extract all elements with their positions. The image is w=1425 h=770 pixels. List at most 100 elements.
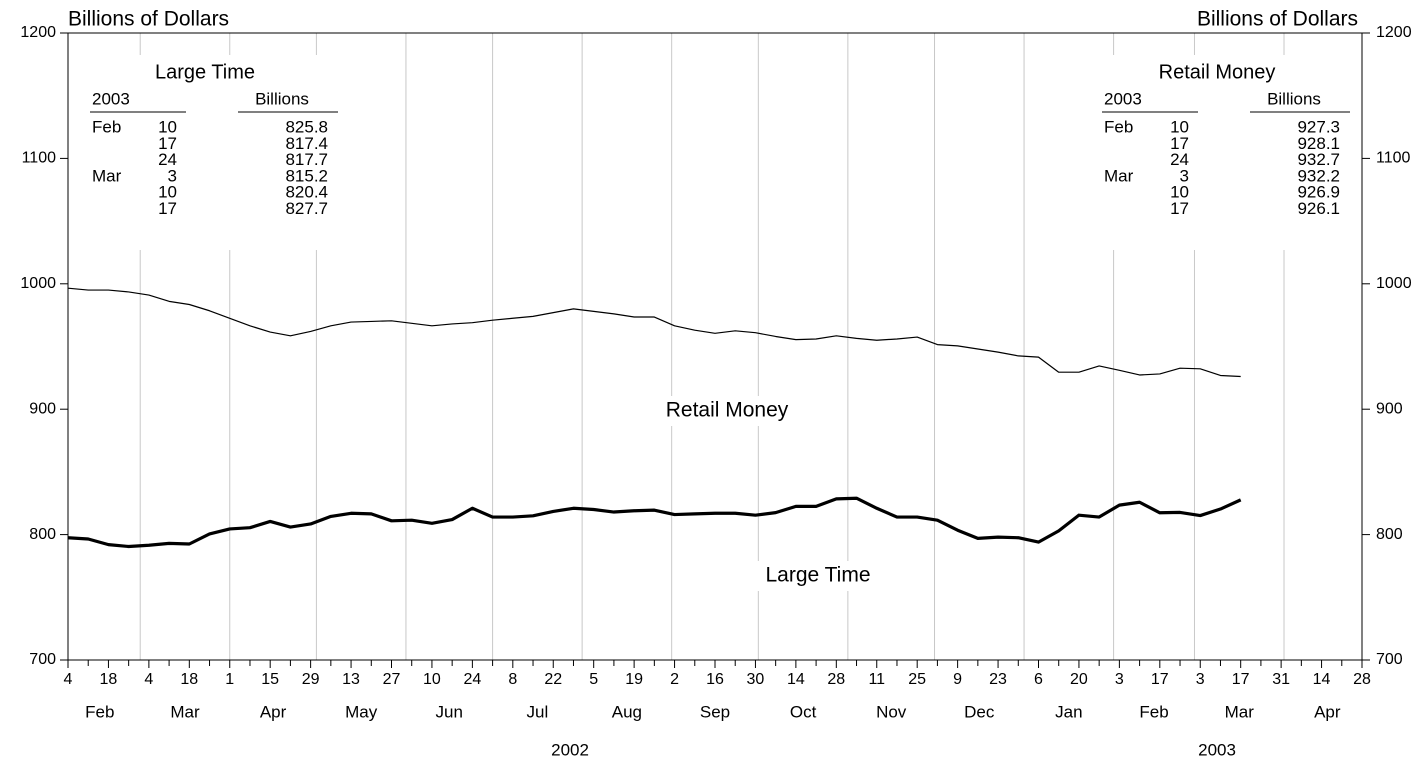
x-tick-label: 30 <box>747 671 765 688</box>
table-header: 2003 <box>92 89 130 108</box>
table-day: 17 <box>158 134 177 153</box>
label-background <box>740 561 896 591</box>
table-value: 932.7 <box>1297 150 1340 169</box>
series-line <box>67 287 1241 378</box>
table-title: Retail Money <box>1159 61 1276 83</box>
table-value: 825.8 <box>285 117 328 136</box>
x-tick-label: 16 <box>706 671 724 688</box>
x-tick-label: 17 <box>1151 671 1169 688</box>
table-day: 10 <box>158 183 177 202</box>
table-header: 2003 <box>1104 89 1142 108</box>
x-tick-label: 5 <box>589 671 598 688</box>
table-day: 10 <box>1170 183 1189 202</box>
y2-tick-label: 800 <box>1376 526 1403 543</box>
x-tick-label: 19 <box>625 671 643 688</box>
table-header: Billions <box>1267 89 1321 108</box>
x-tick-label: 29 <box>302 671 320 688</box>
x-month-label: Dec <box>964 702 995 721</box>
x-tick-label: 4 <box>144 671 153 688</box>
x-month-label: Jun <box>436 702 463 721</box>
x-tick-label: 14 <box>1313 671 1331 688</box>
table-month: Mar <box>92 166 122 185</box>
table-day: 10 <box>158 117 177 136</box>
table-month: Mar <box>1104 166 1134 185</box>
x-tick-label: 27 <box>383 671 401 688</box>
x-tick-label: 24 <box>463 671 481 688</box>
table-day: 10 <box>1170 117 1189 136</box>
x-tick-label: 22 <box>544 671 562 688</box>
y2-axis-label: Billions of Dollars <box>1197 8 1358 31</box>
series-label: Retail Money <box>666 399 789 422</box>
x-tick-label: 13 <box>342 671 360 688</box>
table-header: Billions <box>255 89 309 108</box>
x-month-label: Jul <box>526 702 548 721</box>
y-tick-label: 1200 <box>20 24 56 41</box>
y2-tick-label: 900 <box>1376 400 1403 417</box>
y-tick-label: 700 <box>29 651 56 668</box>
x-tick-label: 3 <box>1196 671 1205 688</box>
table-value: 926.9 <box>1297 183 1340 202</box>
x-tick-label: 31 <box>1272 671 1290 688</box>
x-year-label: 2002 <box>551 740 589 759</box>
x-month-label: Aug <box>612 702 642 721</box>
table-day: 17 <box>158 199 177 218</box>
table-background <box>72 55 347 250</box>
x-tick-label: 2 <box>670 671 679 688</box>
x-tick-label: 3 <box>1115 671 1124 688</box>
x-tick-label: 9 <box>953 671 962 688</box>
x-tick-label: 28 <box>1353 671 1371 688</box>
y2-tick-label: 1000 <box>1376 275 1412 292</box>
series-line <box>67 496 1242 549</box>
table-day: 24 <box>1170 150 1189 169</box>
y-tick-label: 1100 <box>22 150 57 167</box>
y-tick-label: 800 <box>29 526 56 543</box>
x-month-label: Sep <box>700 702 730 721</box>
plot-lines <box>67 287 1242 549</box>
table-day: 3 <box>1180 166 1189 185</box>
label-background <box>636 396 820 426</box>
table-value: 817.7 <box>285 150 328 169</box>
table-month: Feb <box>1104 117 1133 136</box>
axes: Billions of Dollars Billions of Dollars … <box>20 8 1411 760</box>
table-value: 817.4 <box>285 134 328 153</box>
x-tick-label: 4 <box>64 671 73 688</box>
y2-tick-label: 1100 <box>1376 150 1411 167</box>
table-value: 927.3 <box>1297 117 1340 136</box>
x-month-label: Mar <box>170 702 200 721</box>
table-value: 815.2 <box>285 166 328 185</box>
x-year-label: 2003 <box>1198 740 1236 759</box>
table-day: 3 <box>168 166 177 185</box>
annotations: Retail Money Large Time Large Time 2003 Bi… <box>72 55 1359 591</box>
x-tick-label: 28 <box>827 671 845 688</box>
table-background <box>1084 55 1359 250</box>
y-tick-label: 1000 <box>20 275 56 292</box>
y-axis-label: Billions of Dollars <box>68 8 229 31</box>
x-month-label: Apr <box>260 702 287 721</box>
x-tick-label: 10 <box>423 671 441 688</box>
table-day: 17 <box>1170 134 1189 153</box>
x-month-label: Feb <box>1139 702 1168 721</box>
x-month-label: May <box>345 702 378 721</box>
x-tick-label: 18 <box>100 671 118 688</box>
y-tick-label: 900 <box>29 400 56 417</box>
x-month-label: Nov <box>876 702 907 721</box>
table-month: Feb <box>92 117 121 136</box>
series-label: Large Time <box>765 564 870 587</box>
table-value: 932.2 <box>1297 166 1340 185</box>
table-day: 17 <box>1170 199 1189 218</box>
x-month-label: Apr <box>1314 702 1341 721</box>
x-tick-label: 25 <box>908 671 926 688</box>
y2-tick-label: 1200 <box>1376 24 1412 41</box>
x-tick-label: 18 <box>180 671 198 688</box>
x-month-label: Jan <box>1055 702 1082 721</box>
table-day: 24 <box>158 150 177 169</box>
x-tick-label: 1 <box>225 671 234 688</box>
x-tick-label: 14 <box>787 671 805 688</box>
x-tick-label: 15 <box>261 671 279 688</box>
table-value: 928.1 <box>1297 134 1340 153</box>
y2-tick-label: 700 <box>1376 651 1403 668</box>
x-tick-label: 6 <box>1034 671 1043 688</box>
x-tick-label: 11 <box>868 671 885 688</box>
